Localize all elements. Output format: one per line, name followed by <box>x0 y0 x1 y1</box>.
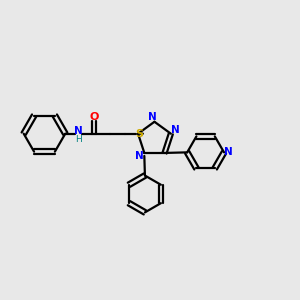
Text: N: N <box>224 147 233 158</box>
Text: N: N <box>148 112 157 122</box>
Text: S: S <box>136 129 144 139</box>
Text: N: N <box>171 125 180 135</box>
Text: H: H <box>75 135 81 144</box>
Text: O: O <box>90 112 99 122</box>
Text: N: N <box>74 126 82 136</box>
Text: N: N <box>135 151 144 161</box>
